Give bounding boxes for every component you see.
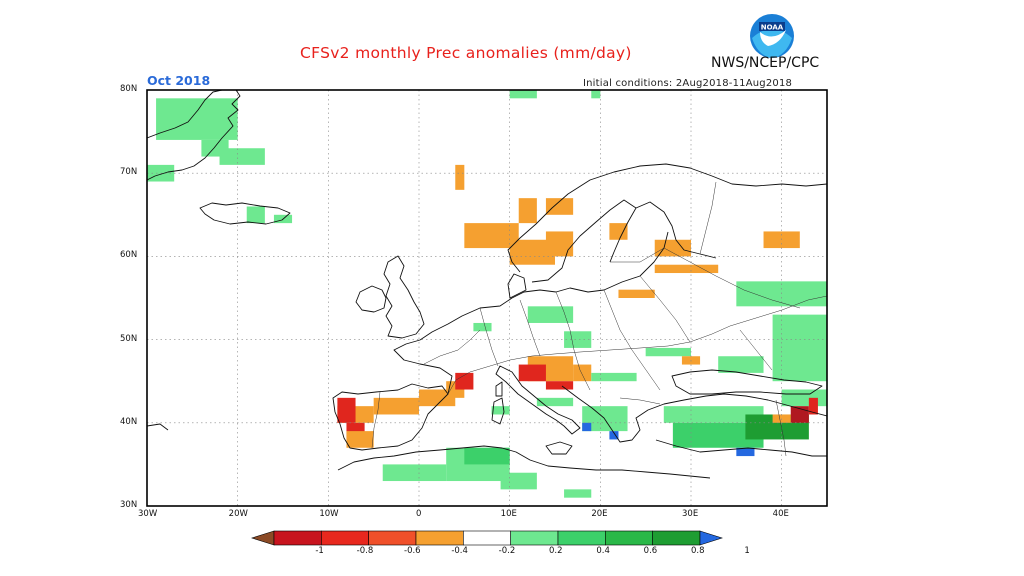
initial-conditions: Initial conditions: 2Aug2018-11Aug2018 [583, 78, 793, 89]
colorbar-segment [557, 530, 606, 546]
anomaly-cell [518, 198, 537, 224]
anomaly-cell [464, 223, 519, 249]
latitude-label: 80N [120, 84, 138, 94]
noaa-logo: NOAA [746, 12, 798, 60]
anomaly-cell [772, 314, 827, 382]
map-frame [146, 89, 828, 507]
colorbar-label: -0.4 [451, 546, 468, 556]
anomaly-cell [536, 397, 574, 407]
colorbar-label: 0.2 [549, 546, 563, 556]
anomaly-cell [808, 397, 818, 415]
colorbar-segment [463, 530, 511, 546]
colorbar [251, 530, 723, 546]
longitude-label: 20E [591, 509, 608, 519]
anomaly-cell [564, 489, 592, 498]
latitude-label: 60N [120, 250, 138, 261]
anomaly-cell [663, 406, 764, 423]
anomaly-cell [509, 90, 537, 99]
colorbar-min-arrow [251, 530, 275, 546]
anomaly-cell [464, 447, 510, 465]
anomaly-cell [419, 389, 456, 407]
longitude-label: 20W [228, 509, 248, 519]
colorbar-max-arrow [699, 530, 723, 546]
anomaly-cell [654, 239, 691, 257]
noaa-logo-text: NOAA [761, 24, 784, 32]
anomaly-cell [545, 381, 574, 390]
latitude-label: 40N [120, 416, 138, 427]
anomaly-cell [373, 397, 419, 415]
colorbar-label: 1 [744, 546, 750, 556]
anomaly-cell [618, 289, 655, 298]
colorbar-label: -0.2 [498, 546, 516, 556]
latitude-label: 50N [120, 333, 138, 344]
anomaly-cell [219, 148, 265, 165]
agency-label: NWS/NCEP/CPC [711, 55, 820, 71]
country-borders [371, 181, 827, 457]
anomaly-cell [582, 422, 592, 432]
anomaly-cell [500, 472, 537, 490]
colorbar-segment [321, 530, 369, 546]
colorbar-segment [652, 530, 701, 546]
colorbar-segment [605, 530, 653, 546]
lat-lon-grid [147, 90, 827, 506]
anomaly-cell [718, 356, 764, 373]
colorbar-segment [415, 530, 464, 546]
anomaly-cell [781, 389, 827, 407]
anomaly-cell [609, 223, 628, 240]
anomaly-cell [591, 90, 601, 99]
anomaly-cell [455, 372, 474, 390]
chart-title: CFSv2 monthly Prec anomalies (mm/day) [300, 44, 632, 62]
latitude-label: 30N [120, 500, 138, 510]
anomaly-cell [473, 322, 492, 332]
latitude-label: 70N [120, 167, 138, 178]
colorbar-label: 0.8 [691, 546, 705, 556]
anomaly-cell [382, 464, 447, 482]
colorbar-segment [368, 530, 417, 546]
longitude-label: 40E [772, 509, 789, 519]
longitude-label: 30W [138, 509, 158, 519]
colorbar-label: -0.8 [356, 546, 374, 556]
colorbar-label: -1 [315, 546, 324, 556]
longitude-label: 30E [682, 509, 699, 519]
anomaly-cell [609, 431, 619, 440]
anomaly-cell [591, 372, 637, 382]
forecast-month: Oct 2018 [147, 73, 211, 88]
longitude-label: 0 [416, 509, 422, 519]
colorbar-label: -0.6 [404, 546, 421, 556]
colorbar-segment [510, 530, 559, 546]
anomaly-cell [491, 406, 510, 415]
anomaly-cell [654, 264, 719, 274]
colorbar-label: 0.6 [643, 546, 658, 556]
noaa-logo-icon: NOAA [750, 14, 794, 58]
coastlines [147, 90, 827, 479]
anomaly-cell [573, 364, 592, 382]
anomaly-cell [346, 431, 374, 448]
anomaly-cell [455, 164, 465, 190]
anomaly-cell [564, 331, 592, 348]
anomaly-cell [246, 206, 265, 224]
anomaly-cell [337, 397, 356, 423]
longitude-label: 10E [500, 509, 517, 519]
anomaly-cell [156, 98, 238, 140]
colorbar-segment [273, 530, 322, 546]
colorbar-label: 0.4 [596, 546, 610, 556]
longitude-label: 10W [319, 509, 339, 519]
anomaly-cell [518, 364, 546, 382]
anomaly-cell [736, 447, 755, 457]
anomaly-cell [527, 306, 574, 323]
anomaly-cell [645, 347, 691, 357]
anomaly-cell [545, 198, 574, 215]
